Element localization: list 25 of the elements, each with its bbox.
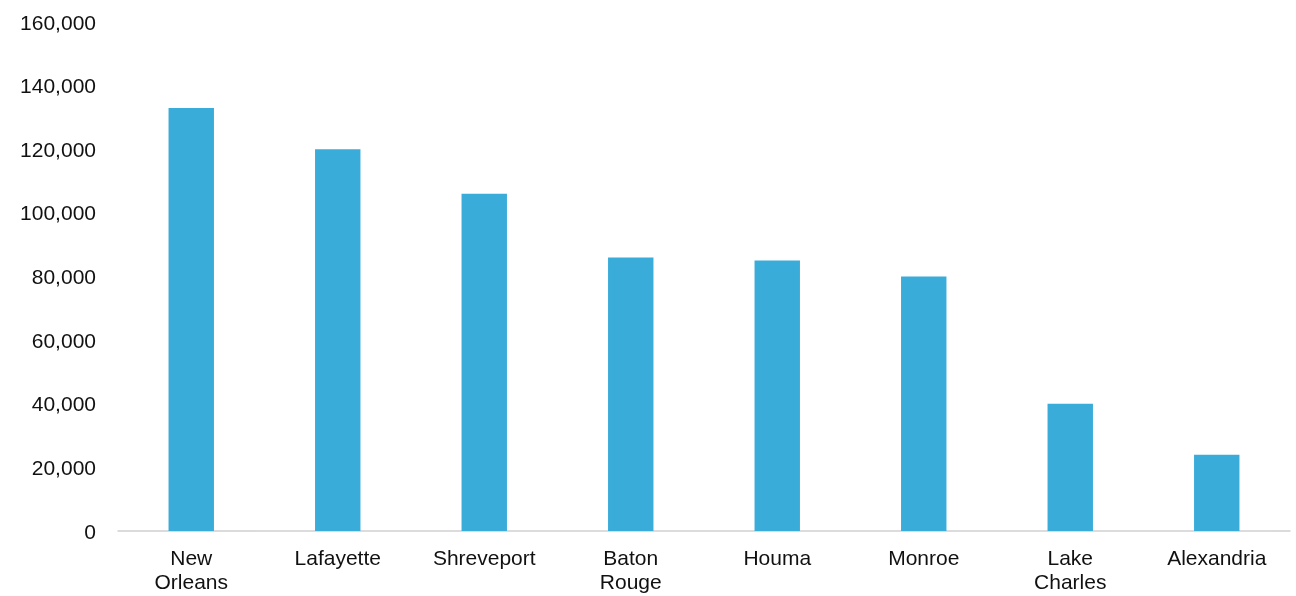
bar (1047, 403, 1093, 531)
bar (168, 107, 214, 531)
x-tick-label: Alexandria (1167, 545, 1267, 569)
y-tick-label: 60,000 (31, 328, 96, 352)
bar (754, 260, 800, 531)
y-tick-label: 40,000 (31, 392, 96, 416)
x-tick-label: Monroe (888, 545, 960, 569)
x-tick-label: Lake Charles (1034, 545, 1107, 593)
y-tick-label: 120,000 (20, 137, 96, 161)
y-tick-label: 0 (84, 519, 96, 543)
bar (315, 149, 361, 531)
y-tick-label: 140,000 (20, 74, 96, 98)
x-tick-label: New Orleans (154, 545, 229, 593)
y-tick-label: 160,000 (20, 10, 96, 34)
bar (461, 193, 507, 531)
x-tick-label: Shreveport (432, 545, 536, 569)
bar (1194, 454, 1240, 531)
y-tick-label: 100,000 (20, 201, 96, 225)
y-tick-label: 20,000 (31, 455, 96, 479)
x-tick-label: Baton Rouge (599, 545, 662, 593)
y-tick-label: 80,000 (31, 265, 96, 288)
bar (608, 257, 654, 531)
x-tick-label: Houma (743, 545, 812, 569)
bar (901, 276, 947, 531)
x-tick-label: Lafayette (294, 545, 381, 569)
